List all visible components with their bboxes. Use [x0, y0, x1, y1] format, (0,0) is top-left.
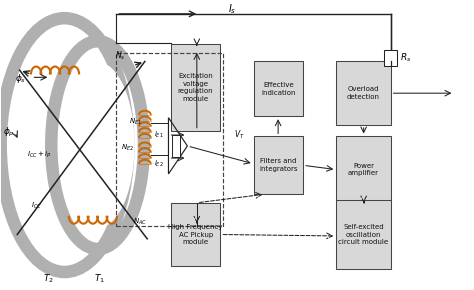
Bar — [171, 44, 220, 131]
Text: Excitation
voltage
regulation
module: Excitation voltage regulation module — [178, 73, 213, 102]
Bar — [254, 61, 303, 116]
Text: $I_s$: $I_s$ — [228, 3, 237, 17]
Text: $N_{AC}$: $N_{AC}$ — [133, 216, 147, 226]
Text: Overload
detection: Overload detection — [347, 86, 380, 100]
Bar — [336, 137, 391, 203]
Text: $I_{CC}$: $I_{CC}$ — [31, 201, 42, 211]
Text: Self-excited
oscillation
circuit module: Self-excited oscillation circuit module — [338, 224, 389, 245]
Bar — [172, 135, 180, 157]
Bar — [384, 50, 397, 66]
Text: $T_2$: $T_2$ — [43, 273, 54, 285]
Text: $N_{E2}$: $N_{E2}$ — [121, 143, 134, 153]
Text: $R_s$: $R_s$ — [400, 51, 411, 64]
Bar — [336, 200, 391, 269]
Text: Filters and
integrators: Filters and integrators — [259, 158, 298, 172]
Bar — [117, 53, 223, 226]
Ellipse shape — [12, 41, 117, 249]
Text: High Frequency
AC Pickup
module: High Frequency AC Pickup module — [168, 224, 223, 245]
Text: $T_1$: $T_1$ — [94, 273, 105, 285]
Text: $V_T$: $V_T$ — [234, 128, 245, 141]
Bar — [171, 203, 220, 266]
Text: $I_{CC}+i_P$: $I_{CC}+i_P$ — [27, 150, 52, 160]
Bar — [336, 61, 391, 125]
Text: $i_{E1}$: $i_{E1}$ — [154, 130, 164, 140]
Text: $N_{E1}$: $N_{E1}$ — [129, 117, 142, 127]
Bar — [254, 137, 303, 194]
Text: $\phi_s$: $\phi_s$ — [15, 72, 26, 85]
Text: $\phi_p$: $\phi_p$ — [3, 126, 15, 139]
Text: Power
amplifier: Power amplifier — [348, 163, 379, 177]
Text: $i_{E2}$: $i_{E2}$ — [154, 159, 164, 169]
Text: Effective
indication: Effective indication — [261, 82, 296, 96]
Text: $N_s$: $N_s$ — [115, 49, 126, 62]
Ellipse shape — [61, 62, 135, 228]
